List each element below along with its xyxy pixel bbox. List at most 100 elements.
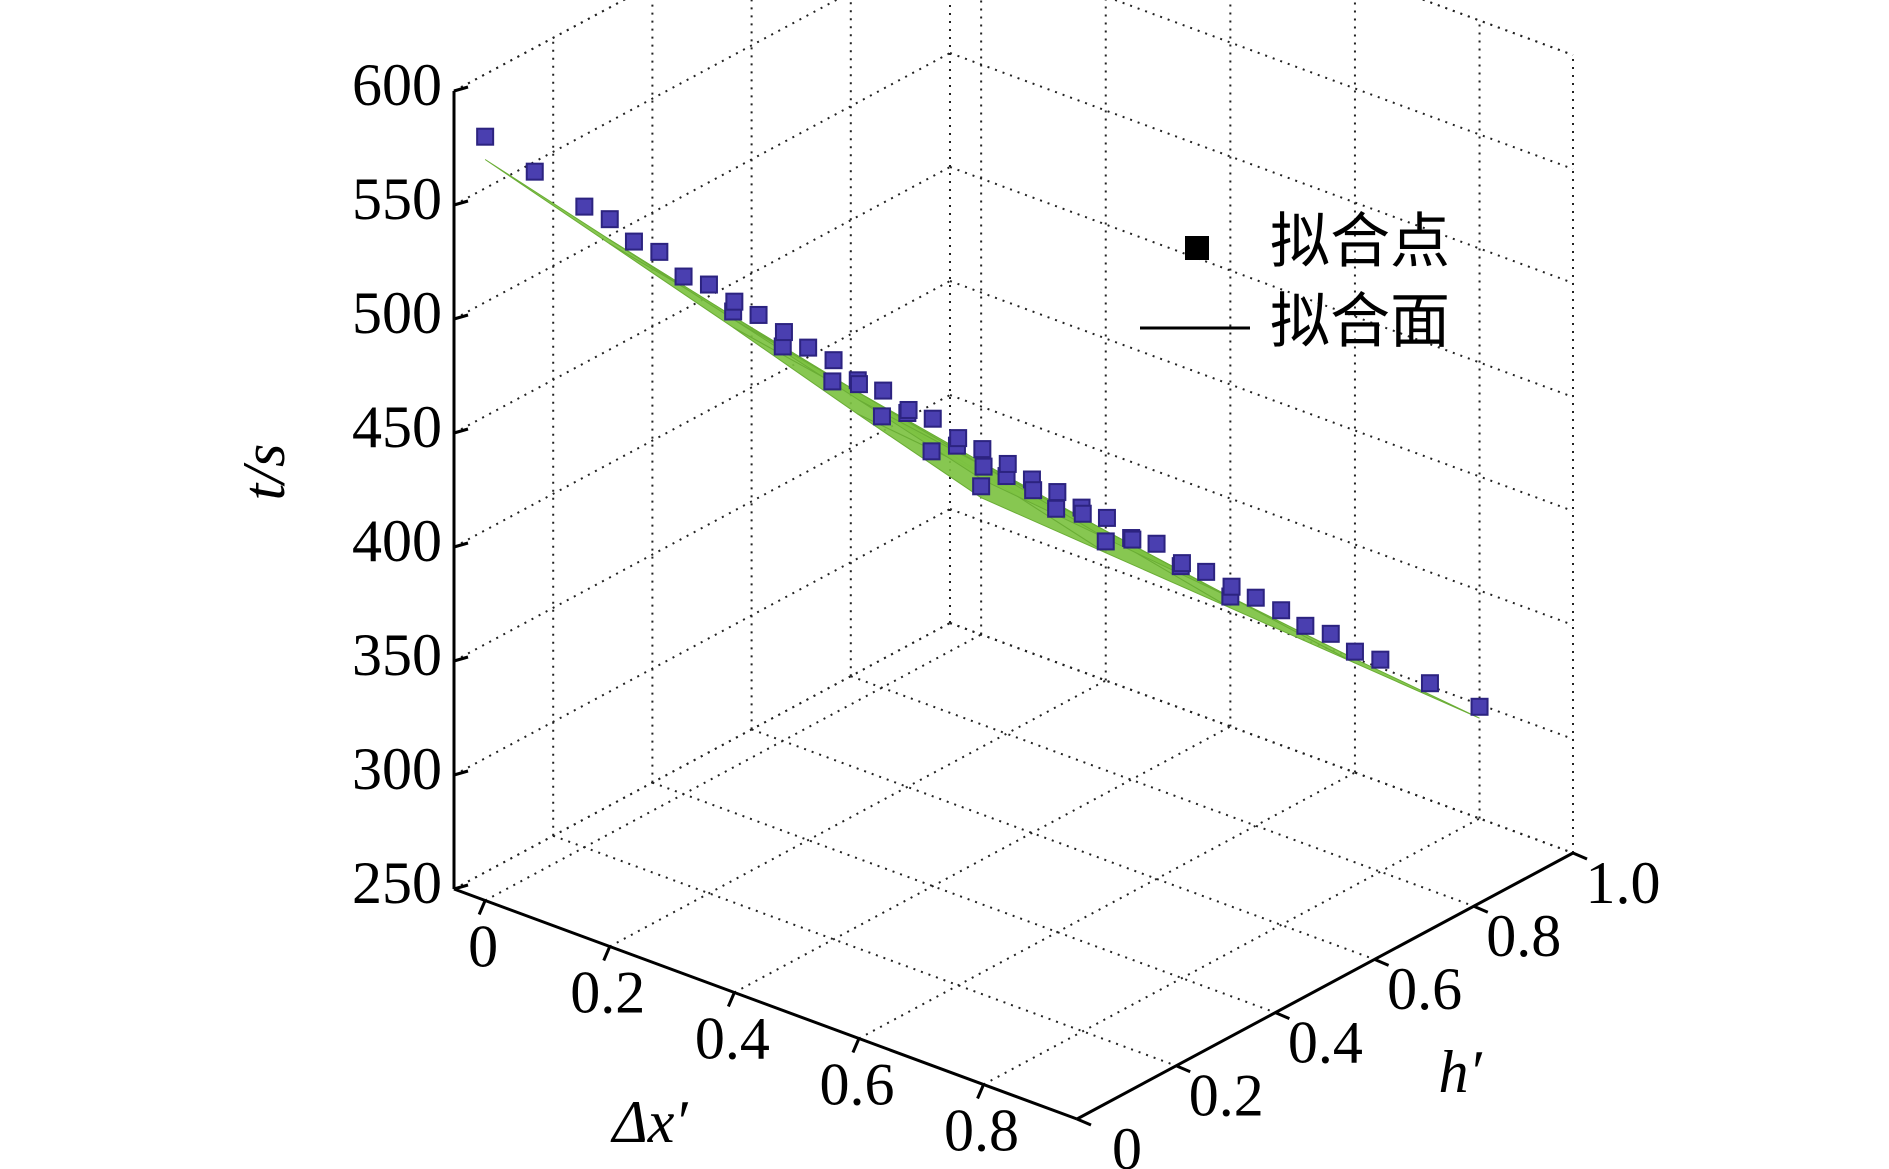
- grid-line: [949, 508, 1574, 740]
- data-point: [1097, 508, 1116, 527]
- data-point: [1096, 532, 1115, 551]
- grid-line: [453, 0, 839, 206]
- data-point: [1222, 577, 1241, 596]
- data-point: [624, 232, 643, 251]
- grid-line: [983, 817, 1481, 1086]
- data-point: [575, 197, 594, 216]
- data-point: [749, 305, 768, 324]
- y-tick-label: 0: [1112, 1116, 1142, 1169]
- grid-line: [1112, 0, 1574, 170]
- y-axis-label: h′: [1438, 1039, 1482, 1105]
- box-edge: [1421, 0, 1574, 56]
- data-point: [1123, 530, 1142, 549]
- grid-line: [733, 725, 1231, 994]
- data-point: [525, 162, 544, 181]
- grid-line: [453, 394, 951, 662]
- z-tick-label: 500: [352, 280, 442, 346]
- data-point: [949, 429, 968, 448]
- data-point: [476, 127, 495, 146]
- data-point: [849, 375, 868, 394]
- grid-line: [949, 394, 1574, 626]
- box-edge: [453, 0, 626, 92]
- data-point: [1345, 642, 1364, 661]
- data-point: [899, 400, 918, 419]
- grid-line: [949, 280, 1574, 512]
- y-tick: [1374, 958, 1390, 967]
- grid-line: [453, 52, 951, 320]
- data-point: [922, 442, 941, 461]
- data-point: [973, 440, 992, 459]
- z-tick-label: 300: [352, 736, 442, 802]
- y-tick-label: 0.8: [1486, 903, 1561, 969]
- z-tick: [453, 541, 469, 549]
- x-tick: [976, 1083, 985, 1100]
- z-tick-label: 450: [352, 394, 442, 460]
- x-tick-label: 0.8: [944, 1097, 1019, 1163]
- z-tick-label: 250: [352, 850, 442, 916]
- y-tick-label: 0.2: [1189, 1063, 1264, 1129]
- z-tick: [453, 85, 469, 93]
- data-point: [1371, 650, 1390, 669]
- data-point: [600, 210, 619, 229]
- y-tick-label: 0.4: [1288, 1009, 1363, 1075]
- y-axis: [1076, 851, 1574, 1121]
- grid-line: [453, 622, 951, 890]
- y-tick: [1572, 851, 1588, 861]
- data-point: [1147, 534, 1166, 553]
- data-point: [1048, 483, 1067, 502]
- data-point: [1172, 554, 1191, 573]
- grid-line: [484, 633, 982, 902]
- data-point: [824, 351, 843, 370]
- data-point: [998, 454, 1017, 473]
- data-point: [1024, 481, 1043, 500]
- x-tick: [477, 899, 487, 916]
- grid-line: [1421, 0, 1574, 56]
- grid-line: [858, 771, 1356, 1040]
- z-tick: [453, 427, 469, 435]
- data-point: [1246, 588, 1265, 607]
- z-tick-label: 400: [352, 508, 442, 574]
- z-tick: [453, 313, 469, 321]
- y-tick: [1473, 904, 1489, 914]
- z-tick-label: 600: [352, 52, 442, 118]
- y-tick: [1076, 1117, 1092, 1127]
- x-axis: [453, 887, 1078, 1121]
- y-tick: [1175, 1064, 1191, 1074]
- grid-line: [652, 781, 1276, 1014]
- x-tick-label: 0: [468, 913, 498, 979]
- grid-line: [949, 166, 1574, 398]
- grid-line: [453, 0, 626, 92]
- data-point: [774, 323, 793, 342]
- axes: 0 0.2 0.4 0.6 0.8 0 0.2 0.4 0.6 0.8 1.0 250 300 350 40…: [352, 52, 1661, 1169]
- data-point: [823, 372, 842, 391]
- data-point: [972, 477, 991, 496]
- data-point: [725, 292, 744, 311]
- grid-line: [609, 679, 1107, 948]
- legend-label: 拟合点: [1270, 209, 1450, 275]
- z-tick-label: 350: [352, 622, 442, 688]
- legend-label: 拟合面: [1270, 289, 1450, 355]
- data-point: [650, 242, 669, 261]
- z-tick-label: 550: [352, 166, 442, 232]
- data-point: [699, 275, 718, 294]
- z-axis-label: t/s: [231, 444, 297, 501]
- y-tick: [1274, 1011, 1290, 1020]
- grid-line: [453, 508, 951, 776]
- y-tick-label: 1.0: [1586, 850, 1661, 916]
- surface-patch: [1230, 596, 1480, 719]
- grid-line: [751, 728, 1375, 961]
- x-tick: [602, 945, 612, 962]
- data-point: [1470, 697, 1489, 716]
- x-tick-label: 0.4: [695, 1005, 770, 1071]
- grid-line: [453, 280, 951, 548]
- data-point: [1321, 624, 1340, 643]
- data-point: [1272, 601, 1291, 620]
- data-point: [1073, 504, 1092, 523]
- y-tick-label: 0.6: [1387, 956, 1462, 1022]
- data-point: [1197, 562, 1216, 581]
- grid-line: [552, 834, 1177, 1067]
- x-tick-label: 0.6: [819, 1051, 894, 1117]
- data-point: [799, 338, 818, 357]
- data-point: [874, 381, 893, 400]
